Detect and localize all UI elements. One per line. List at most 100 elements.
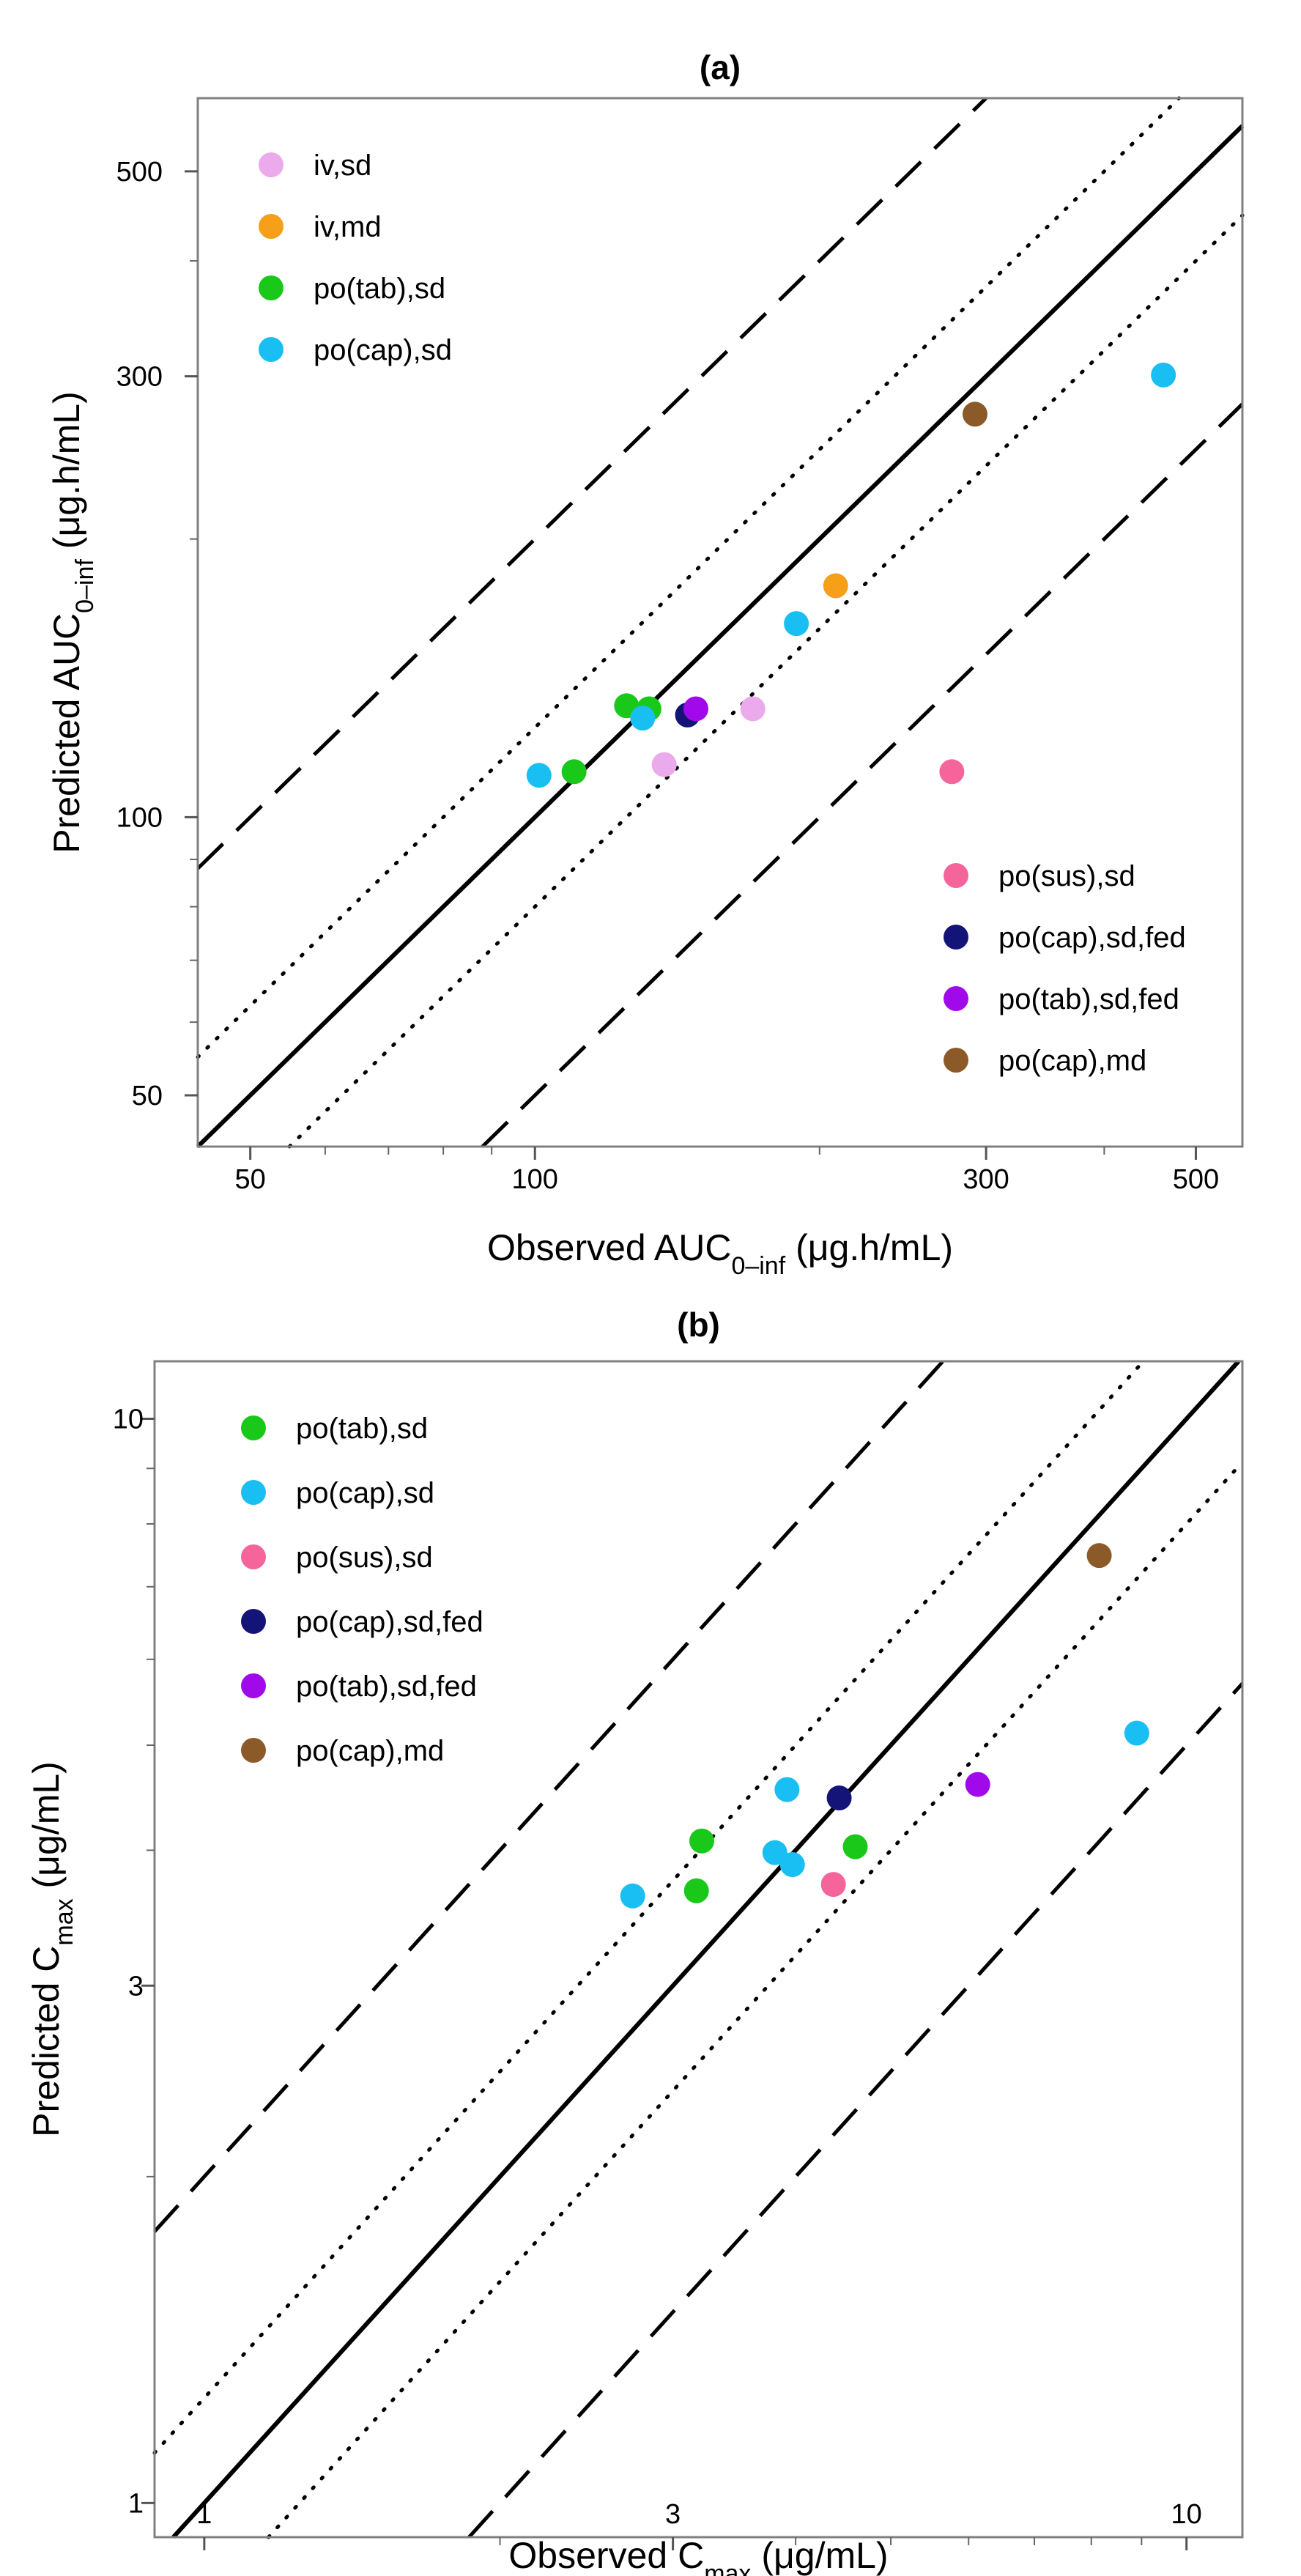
y-axis-label-subscript: 0–inf	[71, 559, 99, 613]
x-axis-label-main: Observed C	[508, 2535, 704, 2576]
panel-label: (a)	[700, 48, 741, 86]
x-axis-label: Observed Cmax (μg/mL)	[508, 2535, 888, 2576]
x-tick-label: 3	[665, 2499, 681, 2530]
y-tick-label: 10	[113, 1404, 144, 1435]
legend-marker	[944, 986, 968, 1011]
x-tick-label: 100	[512, 1164, 558, 1195]
x-tick-label: 300	[963, 1164, 1009, 1195]
y-axis-label-main: Predicted C	[26, 1946, 67, 2137]
data-point-iv-md-0	[823, 573, 848, 599]
legend-label: po(cap),sd,fed	[998, 922, 1186, 954]
data-point-po-cap-sd-0	[526, 763, 552, 788]
legend-marker	[241, 1415, 266, 1440]
legend-marker	[241, 1544, 266, 1569]
reference-line-dashed-0.5	[481, 402, 1244, 1148]
legend-marker	[241, 1480, 266, 1505]
y-axis-label: Predicted Cmax (μg/mL)	[26, 1761, 78, 2137]
x-axis-label-unit: (μg/mL)	[751, 2535, 888, 2576]
data-point-po-tab-sd-0	[689, 1828, 715, 1854]
legend-label: po(tab),sd,fed	[998, 983, 1179, 1015]
data-point-po-cap-md-0	[1086, 1543, 1112, 1569]
y-tick-label: 1	[128, 2488, 144, 2519]
y-tick-label: 50	[132, 1081, 163, 1111]
legend-label: iv,md	[314, 211, 382, 243]
plot-frame	[196, 97, 1244, 1148]
data-point-po-cap-sd-0	[620, 1883, 645, 1909]
y-axis-label-unit: (μg.h/mL)	[46, 391, 87, 559]
x-tick-label: 500	[1173, 1164, 1219, 1195]
legend-marker	[944, 925, 968, 950]
data-point-iv-sd-1	[740, 696, 766, 722]
legend-marker	[259, 337, 283, 362]
reference-line-dotted-0.8	[267, 1460, 1245, 2539]
data-point-po-tab-sd-0	[561, 759, 587, 785]
legend-marker	[944, 863, 968, 888]
legend-marker	[259, 152, 283, 177]
y-tick-label: 100	[116, 802, 163, 833]
x-axis-label: Observed AUC0–inf (μg.h/mL)	[487, 1227, 953, 1280]
data-point-po-cap-sd-1	[630, 706, 656, 731]
reference-line-solid-1	[196, 124, 1245, 1149]
reference-line-dotted-1.25	[196, 96, 1182, 1059]
data-point-po-cap-sd-4	[1124, 1720, 1149, 1746]
data-point-po-tab-sd-2	[842, 1834, 868, 1859]
x-axis-label-subscript: 0–inf	[731, 1252, 785, 1280]
reference-line-dashed-2	[196, 97, 987, 870]
legend-label: po(tab),sd	[314, 273, 445, 305]
legend-bottom-right: po(sus),sd po(cap),sd,fed po(tab),sd,fed po…	[944, 860, 1186, 1077]
data-point-po-tab-sd-1	[683, 1878, 709, 1903]
legend-label: po(cap),md	[998, 1045, 1146, 1077]
legend-label: po(sus),sd	[998, 860, 1135, 892]
data-point-po-cap-md-0	[962, 401, 987, 427]
y-axis-label-subscript: max	[51, 1898, 78, 1945]
legend-label: po(cap),sd	[314, 334, 452, 366]
data-point-po-cap-sd-2	[784, 611, 809, 637]
y-axis-label-main: Predicted AUC	[46, 613, 87, 854]
legend-marker	[241, 1738, 266, 1763]
panel-label: (b)	[677, 1306, 720, 1344]
legend-top-left: po(tab),sd po(cap),sd po(sus),sd po(cap),sd…	[241, 1413, 483, 1767]
data-point-iv-sd-0	[651, 752, 677, 777]
data-point-po-tab-sd-fed-0	[683, 696, 709, 722]
x-axis-label-unit: (μg.h/mL)	[785, 1227, 953, 1268]
y-tick-label: 300	[116, 362, 163, 393]
reference-line-dashed-2	[153, 1360, 945, 2233]
data-point-po-sus-sd-0	[820, 1872, 846, 1898]
x-tick-label: 50	[235, 1164, 266, 1195]
data-point-po-sus-sd-0	[939, 759, 965, 785]
y-tick-label: 500	[116, 157, 163, 188]
data-point-po-cap-sd-1	[762, 1840, 787, 1865]
data-point-po-cap-sd-3	[774, 1777, 800, 1802]
legend-label: iv,sd	[314, 149, 371, 182]
legend-label: po(tab),sd	[296, 1413, 428, 1445]
data-point-po-cap-sd-3	[1151, 362, 1176, 388]
x-axis-label-main: Observed AUC	[487, 1227, 731, 1268]
legend-marker	[259, 275, 283, 300]
data-point-po-cap-sd-2	[779, 1851, 805, 1877]
y-axis-label-unit: (μg/mL)	[26, 1761, 67, 1898]
reference-line-solid-1	[171, 1359, 1241, 2539]
data-point-po-cap-sd-fed-0	[826, 1785, 852, 1811]
data-point-po-tab-sd-fed-0	[965, 1772, 990, 1797]
legend-marker	[241, 1673, 266, 1698]
y-tick-label: 3	[128, 1971, 144, 2002]
legend-label: po(cap),md	[296, 1735, 444, 1767]
x-tick-label: 10	[1171, 2499, 1202, 2530]
legend-top-left: iv,sd iv,md po(tab),sd po(cap),sd	[259, 149, 452, 366]
reference-line-dashed-0.5	[467, 1682, 1244, 2539]
legend-label: po(sus),sd	[296, 1541, 433, 1574]
reference-line-dotted-1.25	[152, 1359, 1146, 2455]
x-tick-label: 1	[196, 2499, 212, 2530]
x-axis-label-subscript: max	[704, 2560, 751, 2576]
reference-line-dotted-0.8	[287, 213, 1245, 1149]
legend-label: po(cap),sd,fed	[296, 1606, 483, 1638]
y-axis-label: Predicted AUC0–inf (μg.h/mL)	[46, 391, 99, 854]
legend-marker	[259, 214, 283, 239]
plot-frame	[153, 1360, 1244, 2539]
legend-marker	[944, 1048, 968, 1073]
legend-marker	[241, 1609, 266, 1634]
legend-label: po(cap),sd	[296, 1477, 434, 1509]
